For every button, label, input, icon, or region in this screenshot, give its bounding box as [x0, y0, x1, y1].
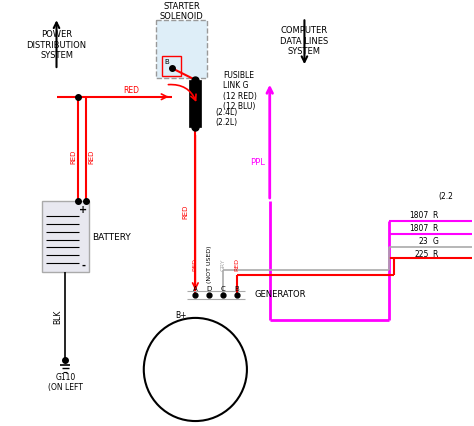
Text: G: G — [432, 236, 438, 245]
Text: R: R — [432, 224, 438, 233]
Text: PPL: PPL — [250, 157, 265, 166]
Text: BLK: BLK — [53, 309, 62, 323]
Text: R: R — [432, 211, 438, 220]
FancyBboxPatch shape — [155, 21, 207, 79]
Text: G110
(ON LEFT: G110 (ON LEFT — [48, 372, 83, 391]
Text: (NOT USED): (NOT USED) — [207, 245, 212, 282]
Text: RED: RED — [182, 204, 189, 219]
Text: GRY: GRY — [220, 257, 226, 270]
Text: (2.2L): (2.2L) — [215, 118, 237, 127]
Text: 23: 23 — [419, 236, 428, 245]
Text: A: A — [193, 285, 198, 291]
Text: FUSIBLE
LINK G
(12 RED)
(12 BLU): FUSIBLE LINK G (12 RED) (12 BLU) — [223, 71, 257, 111]
Text: STARTER
SOLENOID: STARTER SOLENOID — [160, 2, 203, 21]
Text: 1807: 1807 — [409, 211, 428, 220]
Text: B: B — [164, 59, 169, 65]
Text: R: R — [432, 249, 438, 258]
Text: 225: 225 — [414, 249, 428, 258]
Text: 1807: 1807 — [409, 224, 428, 233]
Text: C: C — [221, 285, 226, 291]
Bar — [162, 57, 182, 77]
Text: BATTERY: BATTERY — [91, 233, 130, 242]
Text: RED: RED — [88, 150, 94, 164]
Text: RED: RED — [123, 86, 139, 95]
Text: RED: RED — [193, 257, 198, 270]
Text: COMPUTER
DATA LINES
SYSTEM: COMPUTER DATA LINES SYSTEM — [280, 26, 328, 56]
Circle shape — [144, 318, 247, 421]
Text: POWER
DISTRIBUTION
SYSTEM: POWER DISTRIBUTION SYSTEM — [27, 30, 87, 60]
Text: B: B — [235, 285, 239, 291]
Text: (2.4L): (2.4L) — [215, 108, 237, 117]
Text: (2.2: (2.2 — [439, 192, 454, 201]
Text: RED: RED — [235, 257, 239, 270]
Text: D: D — [207, 285, 212, 291]
Text: +: + — [79, 204, 87, 214]
Text: RED: RED — [70, 150, 76, 164]
Text: GENERATOR: GENERATOR — [255, 289, 306, 298]
Text: -: - — [81, 260, 85, 270]
Bar — [190, 81, 201, 128]
Bar — [42, 201, 89, 273]
Text: B+: B+ — [176, 311, 187, 320]
